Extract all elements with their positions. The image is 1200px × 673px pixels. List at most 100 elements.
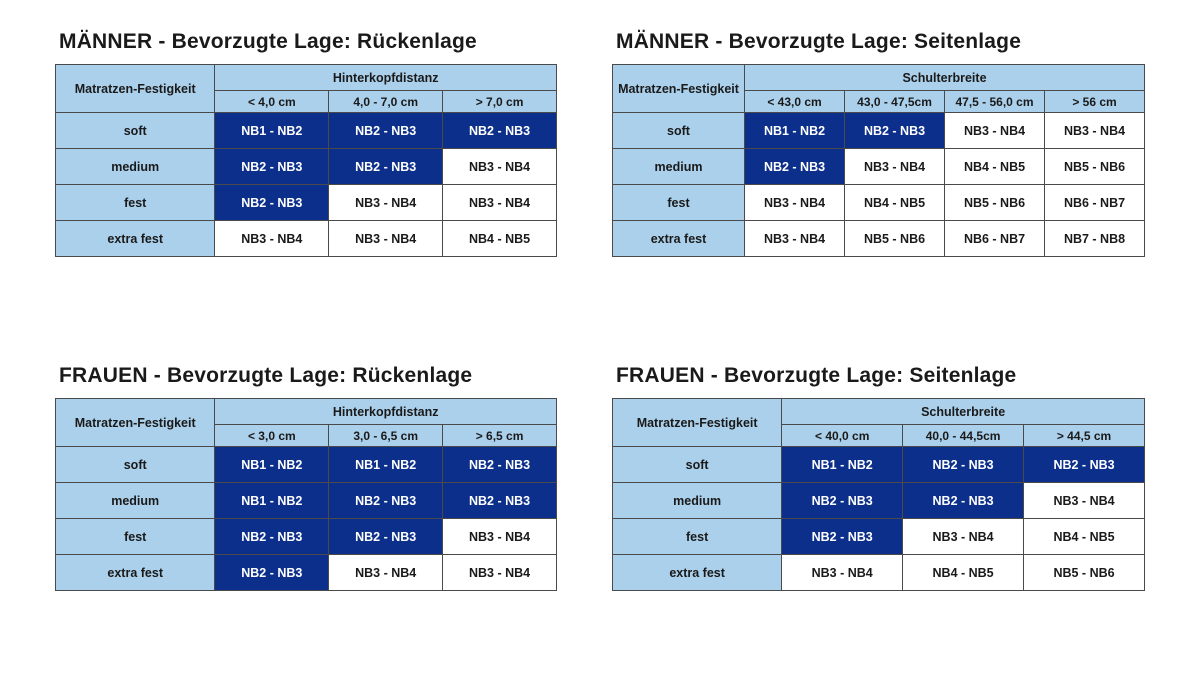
row-label: soft — [56, 113, 215, 149]
data-cell: NB2 - NB3 — [443, 447, 557, 483]
col-header: > 6,5 cm — [443, 425, 557, 447]
col-header: > 7,0 cm — [443, 91, 557, 113]
row-label: medium — [56, 483, 215, 519]
data-cell: NB1 - NB2 — [215, 483, 329, 519]
page-grid: MÄNNER - Bevorzugte Lage: Rückenlage Mat… — [0, 0, 1200, 673]
panel-title: MÄNNER - Bevorzugte Lage: Seitenlage — [616, 30, 1145, 54]
data-cell: NB3 - NB4 — [329, 185, 443, 221]
data-cell: NB4 - NB5 — [903, 555, 1024, 591]
col1-header: Matratzen-Festigkeit — [613, 65, 745, 113]
table-row: softNB1 - NB2NB2 - NB3NB3 - NB4NB3 - NB4 — [613, 113, 1145, 149]
data-cell: NB2 - NB3 — [329, 149, 443, 185]
tbody: softNB1 - NB2NB2 - NB3NB2 - NB3mediumNB2… — [613, 447, 1145, 591]
data-cell: NB3 - NB4 — [215, 221, 329, 257]
row-label: extra fest — [56, 555, 215, 591]
data-cell: NB3 - NB4 — [745, 221, 845, 257]
data-cell: NB3 - NB4 — [845, 149, 945, 185]
row-label: medium — [613, 483, 782, 519]
data-cell: NB6 - NB7 — [1045, 185, 1145, 221]
data-cell: NB3 - NB4 — [443, 519, 557, 555]
data-cell: NB3 - NB4 — [903, 519, 1024, 555]
col1-header: Matratzen-Festigkeit — [56, 399, 215, 447]
table-row: extra festNB3 - NB4NB3 - NB4NB4 - NB5 — [56, 221, 557, 257]
col-header: > 44,5 cm — [1024, 425, 1145, 447]
data-cell: NB3 - NB4 — [945, 113, 1045, 149]
panel-title: MÄNNER - Bevorzugte Lage: Rückenlage — [59, 30, 557, 54]
tbody: softNB1 - NB2NB2 - NB3NB3 - NB4NB3 - NB4… — [613, 113, 1145, 257]
col1-header: Matratzen-Festigkeit — [613, 399, 782, 447]
col-header: 40,0 - 44,5cm — [903, 425, 1024, 447]
table-row: festNB2 - NB3NB2 - NB3NB3 - NB4 — [56, 519, 557, 555]
panel-women-side: FRAUEN - Bevorzugte Lage: Seitenlage Mat… — [612, 364, 1145, 643]
data-cell: NB2 - NB3 — [782, 483, 903, 519]
data-cell: NB4 - NB5 — [945, 149, 1045, 185]
data-cell: NB5 - NB6 — [1045, 149, 1145, 185]
data-cell: NB3 - NB4 — [443, 185, 557, 221]
data-cell: NB3 - NB4 — [443, 555, 557, 591]
panel-title: FRAUEN - Bevorzugte Lage: Rückenlage — [59, 364, 557, 388]
data-cell: NB2 - NB3 — [215, 519, 329, 555]
data-cell: NB2 - NB3 — [215, 149, 329, 185]
table-row: mediumNB2 - NB3NB2 - NB3NB3 - NB4 — [56, 149, 557, 185]
table-men-back: Matratzen-Festigkeit Hinterkopfdistanz <… — [55, 64, 557, 257]
data-cell: NB3 - NB4 — [329, 221, 443, 257]
row-label: medium — [56, 149, 215, 185]
table-women-back: Matratzen-Festigkeit Hinterkopfdistanz <… — [55, 398, 557, 591]
data-cell: NB2 - NB3 — [443, 113, 557, 149]
data-cell: NB2 - NB3 — [903, 447, 1024, 483]
data-cell: NB5 - NB6 — [945, 185, 1045, 221]
data-cell: NB2 - NB3 — [1024, 447, 1145, 483]
row-label: extra fest — [613, 555, 782, 591]
panel-men-side: MÄNNER - Bevorzugte Lage: Seitenlage Mat… — [612, 30, 1145, 309]
table-row: festNB3 - NB4NB4 - NB5NB5 - NB6NB6 - NB7 — [613, 185, 1145, 221]
col-header: 4,0 - 7,0 cm — [329, 91, 443, 113]
data-cell: NB1 - NB2 — [215, 113, 329, 149]
data-cell: NB2 - NB3 — [215, 555, 329, 591]
row-label: fest — [613, 519, 782, 555]
col1-header: Matratzen-Festigkeit — [56, 65, 215, 113]
row-label: fest — [613, 185, 745, 221]
data-cell: NB5 - NB6 — [845, 221, 945, 257]
data-cell: NB2 - NB3 — [903, 483, 1024, 519]
table-row: extra festNB3 - NB4NB5 - NB6NB6 - NB7NB7… — [613, 221, 1145, 257]
table-row: extra festNB2 - NB3NB3 - NB4NB3 - NB4 — [56, 555, 557, 591]
tbody: softNB1 - NB2NB1 - NB2NB2 - NB3mediumNB1… — [56, 447, 557, 591]
table-row: festNB2 - NB3NB3 - NB4NB3 - NB4 — [56, 185, 557, 221]
data-cell: NB7 - NB8 — [1045, 221, 1145, 257]
data-cell: NB3 - NB4 — [782, 555, 903, 591]
data-cell: NB5 - NB6 — [1024, 555, 1145, 591]
data-cell: NB3 - NB4 — [443, 149, 557, 185]
group-header: Hinterkopfdistanz — [215, 399, 557, 425]
row-label: extra fest — [613, 221, 745, 257]
col-header: 3,0 - 6,5 cm — [329, 425, 443, 447]
col-header: 47,5 - 56,0 cm — [945, 91, 1045, 113]
col-header: < 43,0 cm — [745, 91, 845, 113]
panel-men-back: MÄNNER - Bevorzugte Lage: Rückenlage Mat… — [55, 30, 557, 309]
data-cell: NB6 - NB7 — [945, 221, 1045, 257]
row-label: fest — [56, 185, 215, 221]
table-row: softNB1 - NB2NB1 - NB2NB2 - NB3 — [56, 447, 557, 483]
table-men-side: Matratzen-Festigkeit Schulterbreite < 43… — [612, 64, 1145, 257]
table-women-side: Matratzen-Festigkeit Schulterbreite < 40… — [612, 398, 1145, 591]
data-cell: NB1 - NB2 — [745, 113, 845, 149]
data-cell: NB4 - NB5 — [443, 221, 557, 257]
row-label: fest — [56, 519, 215, 555]
col-header: < 3,0 cm — [215, 425, 329, 447]
data-cell: NB3 - NB4 — [329, 555, 443, 591]
data-cell: NB2 - NB3 — [845, 113, 945, 149]
data-cell: NB2 - NB3 — [782, 519, 903, 555]
table-row: mediumNB2 - NB3NB2 - NB3NB3 - NB4 — [613, 483, 1145, 519]
tbody: softNB1 - NB2NB2 - NB3NB2 - NB3mediumNB2… — [56, 113, 557, 257]
data-cell: NB4 - NB5 — [1024, 519, 1145, 555]
group-header: Schulterbreite — [745, 65, 1145, 91]
data-cell: NB3 - NB4 — [745, 185, 845, 221]
data-cell: NB1 - NB2 — [215, 447, 329, 483]
row-label: soft — [56, 447, 215, 483]
data-cell: NB1 - NB2 — [782, 447, 903, 483]
data-cell: NB2 - NB3 — [329, 483, 443, 519]
table-row: mediumNB1 - NB2NB2 - NB3NB2 - NB3 — [56, 483, 557, 519]
data-cell: NB2 - NB3 — [329, 113, 443, 149]
table-row: mediumNB2 - NB3NB3 - NB4NB4 - NB5NB5 - N… — [613, 149, 1145, 185]
data-cell: NB2 - NB3 — [329, 519, 443, 555]
row-label: soft — [613, 113, 745, 149]
